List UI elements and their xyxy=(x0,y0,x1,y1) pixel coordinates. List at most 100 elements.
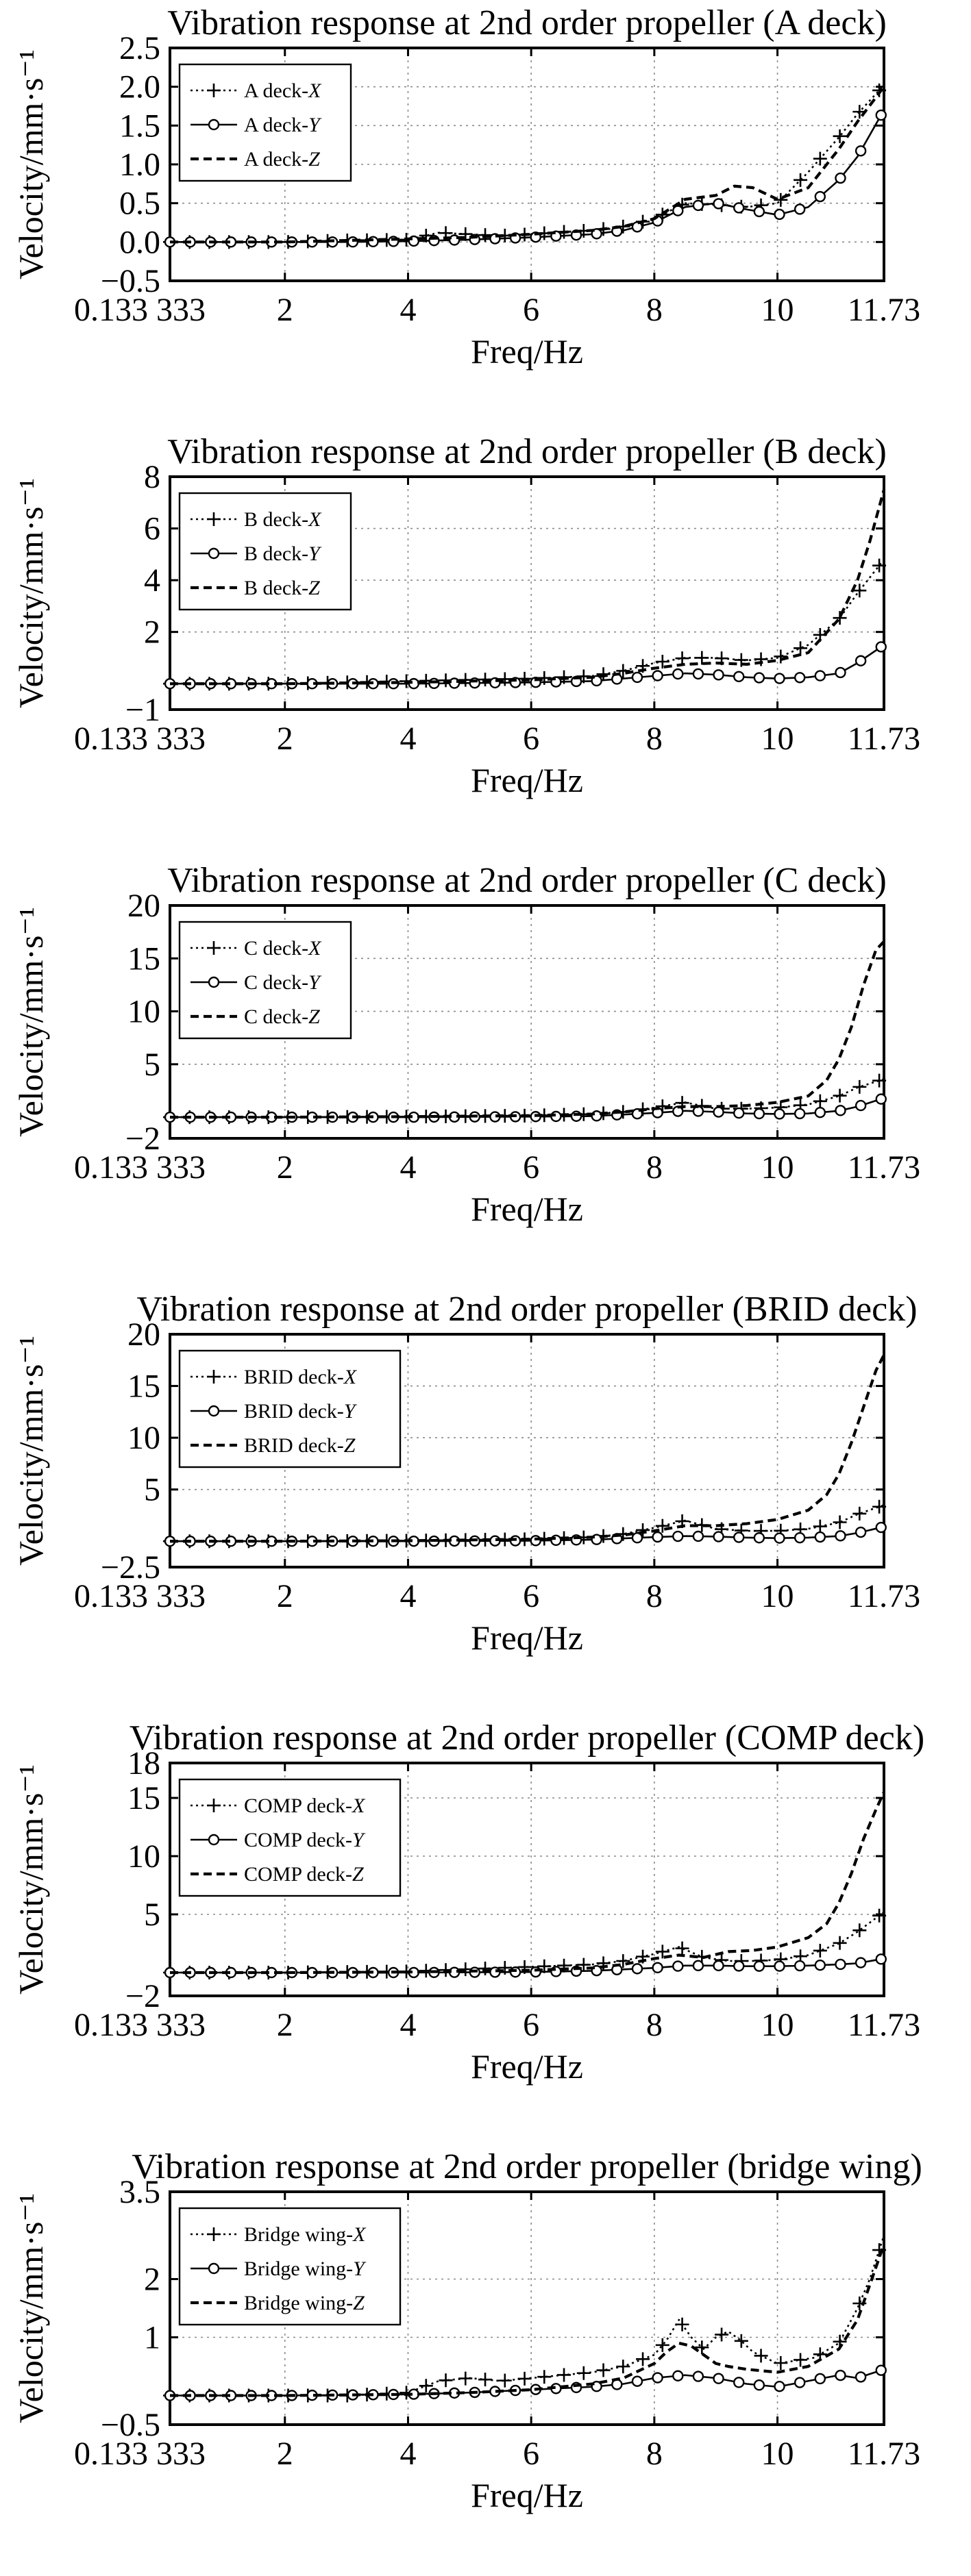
data-point-marker xyxy=(550,1534,562,1547)
legend-label-prefix: C deck- xyxy=(244,937,308,960)
y-tick-label: 18 xyxy=(127,1745,160,1781)
data-point-marker xyxy=(814,1959,826,1971)
y-tick-label: 15 xyxy=(127,940,160,977)
data-point-marker xyxy=(774,1532,785,1544)
x-tick-label: 8 xyxy=(646,2436,663,2472)
chart-title: Vibration response at 2nd order propelle… xyxy=(130,1718,924,1758)
y-tick-label: −0.5 xyxy=(101,263,160,299)
data-point-marker xyxy=(852,584,867,598)
data-point-marker xyxy=(631,1532,643,1544)
legend-label-prefix: COMP deck- xyxy=(244,1829,352,1851)
data-point-marker xyxy=(509,1966,521,1978)
data-point-marker xyxy=(616,2360,630,2374)
data-point-marker xyxy=(207,1799,221,1812)
legend-label-prefix: BRID deck- xyxy=(244,1366,344,1388)
series-y xyxy=(164,1953,887,1979)
data-point-marker xyxy=(794,2353,808,2367)
x-tick-label: 10 xyxy=(761,1149,794,1186)
data-point-marker xyxy=(675,2317,689,2331)
data-point-marker xyxy=(855,1957,867,1968)
legend-label-axis: X xyxy=(308,79,322,102)
data-point-marker xyxy=(713,1106,724,1118)
data-point-marker xyxy=(636,1523,650,1537)
x-tick-label: 10 xyxy=(761,2436,794,2472)
y-tick-label: 10 xyxy=(127,1420,160,1456)
x-tick-label: 6 xyxy=(523,292,539,328)
data-point-marker xyxy=(855,2371,867,2383)
x-tick-label: 4 xyxy=(400,1578,416,1614)
series-z xyxy=(170,489,886,686)
data-point-marker xyxy=(713,669,724,681)
data-point-marker xyxy=(814,1531,826,1543)
data-point-marker xyxy=(813,151,827,166)
data-point-marker xyxy=(675,651,689,666)
data-point-marker xyxy=(448,677,460,689)
data-point-marker xyxy=(655,1518,669,1533)
data-point-marker xyxy=(530,1535,541,1547)
y-tick-label: 20 xyxy=(127,1316,160,1353)
x-tick-label: 0.133 333 xyxy=(74,1578,206,1614)
data-point-marker xyxy=(631,1963,643,1975)
x-axis-label: Freq/Hz xyxy=(471,1190,583,1228)
data-point-marker xyxy=(652,2372,663,2384)
x-tick-label: 6 xyxy=(523,2436,539,2472)
data-point-marker xyxy=(794,2377,806,2388)
data-point-marker xyxy=(835,666,846,679)
legend-label-prefix: BRID deck- xyxy=(244,1434,344,1457)
series-line xyxy=(170,2243,885,2397)
legend-label: A deck-Y xyxy=(244,114,322,136)
data-point-marker xyxy=(875,1953,887,1965)
data-point-marker xyxy=(855,145,867,157)
data-point-marker xyxy=(655,1944,669,1959)
y-tick-label: −0.5 xyxy=(101,2407,160,2443)
chart-title: Vibration response at 2nd order propelle… xyxy=(167,432,887,471)
x-tick-label: 10 xyxy=(761,1578,794,1614)
data-point-marker xyxy=(852,1923,867,1938)
data-point-marker xyxy=(872,1499,887,1514)
series-line xyxy=(170,2235,885,2397)
data-point-marker xyxy=(733,1107,745,1119)
series-line xyxy=(170,1354,885,1543)
legend: C deck-XC deck-YC deck-Z xyxy=(178,921,352,1040)
legend-label-axis: Z xyxy=(353,2292,365,2314)
data-point-marker xyxy=(774,208,785,221)
data-point-marker xyxy=(794,173,808,187)
series-line xyxy=(170,1791,885,1975)
series-z xyxy=(170,940,885,1119)
data-point-marker xyxy=(872,1073,887,1088)
legend-label: C deck-X xyxy=(244,937,322,960)
data-point-marker xyxy=(733,1960,745,1972)
data-point-marker xyxy=(596,667,611,681)
data-point-marker xyxy=(855,1526,867,1538)
data-point-marker xyxy=(855,655,867,666)
x-tick-label: 4 xyxy=(400,2007,416,2043)
legend-label: C deck-Y xyxy=(244,971,322,994)
x-tick-label: 4 xyxy=(400,292,416,328)
y-tick-label: 2.5 xyxy=(119,30,160,66)
x-tick-label: 8 xyxy=(646,292,663,328)
legend-label: A deck-X xyxy=(244,79,322,102)
legend-label-prefix: A deck- xyxy=(244,148,308,171)
y-tick-label: 2 xyxy=(144,614,160,651)
y-tick-label: 6 xyxy=(144,511,160,547)
data-point-marker xyxy=(478,2373,493,2387)
chart-panel: Vibration response at 2nd order propelle… xyxy=(12,1718,924,2086)
series-x xyxy=(163,1499,887,1549)
x-tick-label: 8 xyxy=(646,2007,663,2043)
series-z xyxy=(170,2243,885,2397)
y-tick-label: 15 xyxy=(127,1368,160,1405)
data-point-marker xyxy=(713,198,724,210)
legend-box xyxy=(178,492,352,611)
x-tick-label: 0.133 333 xyxy=(74,721,206,757)
x-tick-label: 2 xyxy=(277,292,293,328)
plot-frame xyxy=(169,1762,885,1997)
y-tick-label: 5 xyxy=(144,1897,160,1933)
data-point-marker xyxy=(631,2375,643,2387)
series-z xyxy=(170,1791,885,1975)
data-point-marker xyxy=(872,1908,887,1923)
data-point-marker xyxy=(753,205,765,218)
chart-title: Vibration response at 2nd order propelle… xyxy=(132,2147,922,2186)
legend-label: BRID deck-Z xyxy=(244,1434,356,1457)
